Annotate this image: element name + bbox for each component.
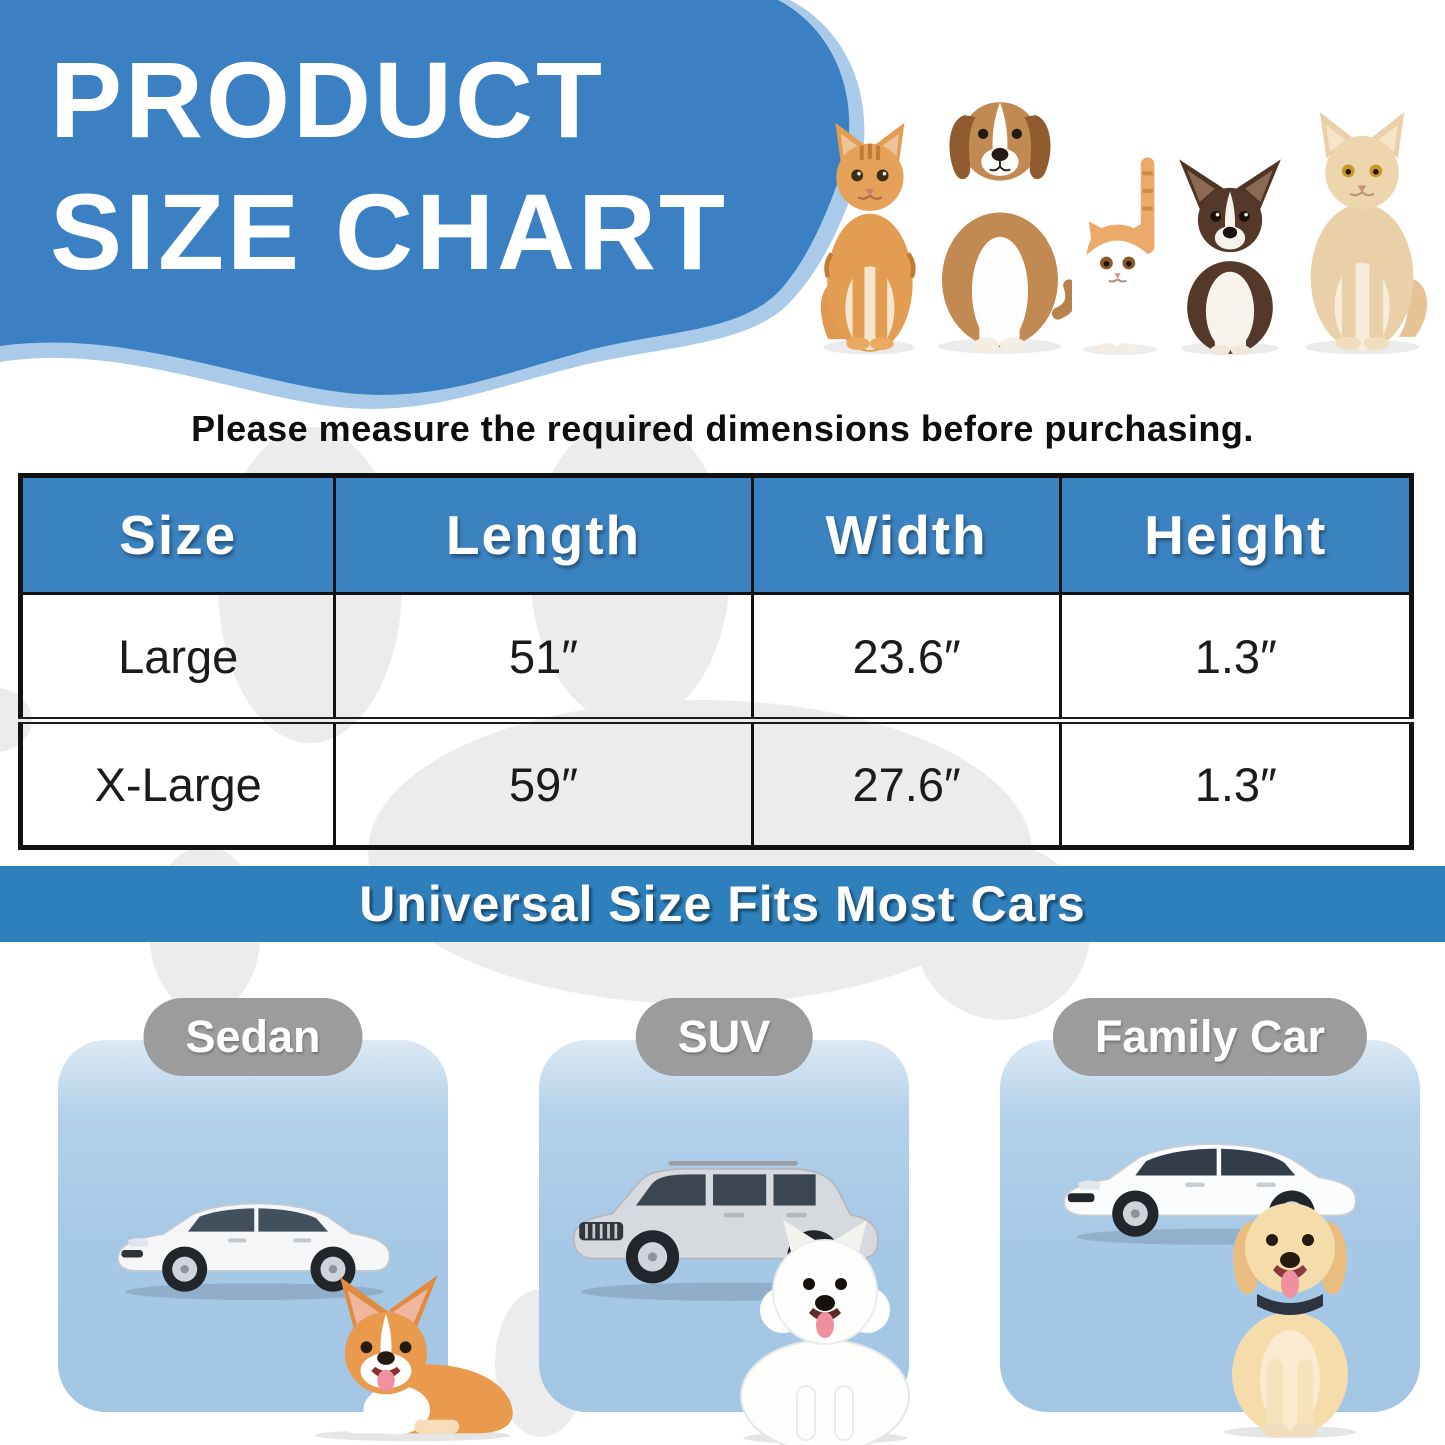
vehicle-label-pill: Sedan [143, 998, 363, 1076]
vehicle-label-pill: Family Car [1052, 998, 1368, 1076]
samoyed-dog-image [740, 1220, 910, 1445]
cell-width: 27.6″ [750, 719, 1063, 849]
column-header-height: Height [1059, 474, 1413, 595]
corgi-puppy-image [314, 1274, 513, 1442]
column-header-size: Size [18, 474, 337, 595]
cell-length: 59″ [333, 719, 754, 849]
exotic-shorthair-cat-image [1083, 157, 1157, 355]
cream-cat-image [1305, 111, 1428, 355]
cell-size: Large [18, 592, 337, 724]
cell-size: X-Large [18, 719, 337, 849]
universal-size-banner: Universal Size Fits Most Cars [0, 866, 1445, 942]
table-row-large: Large 51″ 23.6″ 1.3″ [18, 592, 1413, 724]
size-table: Size Length Width Height Large 51″ 23.6″… [18, 473, 1414, 850]
cell-length: 51″ [333, 592, 754, 724]
cell-height: 1.3″ [1059, 592, 1413, 724]
golden-retriever-puppy-image [1224, 1203, 1356, 1438]
cell-width: 23.6″ [750, 592, 1063, 724]
blue-blob-background [0, 0, 865, 409]
title-line-2: SIZE CHART [50, 170, 728, 292]
title-line-1: PRODUCT [50, 39, 605, 160]
table-row-xlarge: X-Large 59″ 27.6″ 1.3″ [18, 719, 1413, 849]
vehicle-panels: Sedan [58, 998, 1420, 1445]
hero-header: PRODUCT SIZE CHART [0, 0, 1445, 409]
orange-tabby-cat-image [820, 122, 916, 355]
panel-suv: SUV [539, 998, 910, 1445]
panel-family-car: Family Car [1000, 998, 1420, 1438]
white-sedan-car-image [117, 1202, 391, 1300]
column-header-width: Width [750, 474, 1063, 595]
vehicle-label-pill: SUV [635, 998, 813, 1076]
brown-white-dog-image [938, 102, 1072, 355]
chihuahua-image [1179, 159, 1281, 355]
page-title: PRODUCT SIZE CHART [50, 34, 728, 298]
table-header-row: Size Length Width Height [18, 474, 1413, 595]
pets-group-image [819, 65, 1429, 355]
panel-sedan: Sedan [58, 998, 513, 1442]
cell-height: 1.3″ [1059, 719, 1413, 849]
measure-note: Please measure the required dimensions b… [191, 408, 1254, 449]
column-header-length: Length [333, 474, 754, 595]
